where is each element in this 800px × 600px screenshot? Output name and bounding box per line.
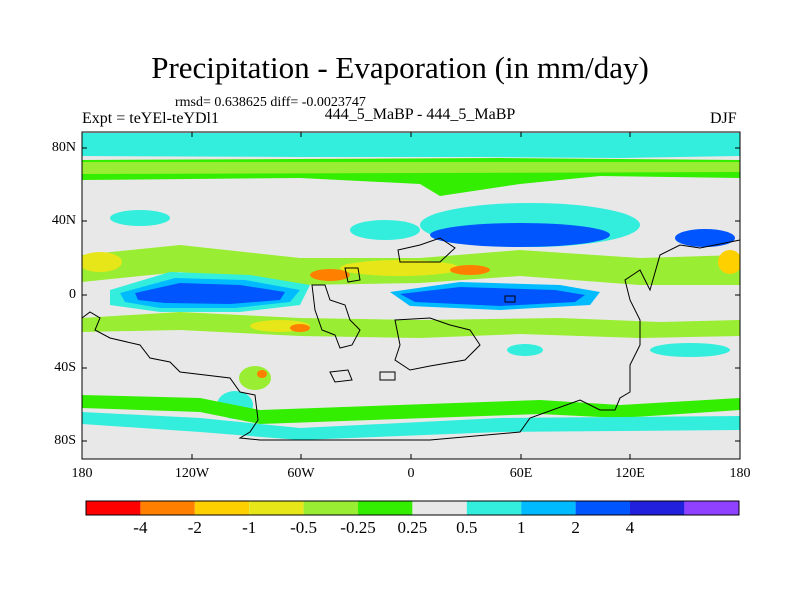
lat-label-80n: 80N xyxy=(51,140,76,155)
pacific-blue-core xyxy=(135,283,285,304)
orange-patch-s xyxy=(290,324,310,332)
colorbar-label-7: 0.5 xyxy=(456,518,478,537)
colorbar-label-2: -2 xyxy=(187,518,202,537)
tropical-south-belt xyxy=(82,312,740,338)
island-outline xyxy=(329,369,353,383)
colorbar-label-1: -4 xyxy=(133,518,148,537)
lon-label-60w: 60W xyxy=(287,466,315,481)
colorbar-swatch-10 xyxy=(575,501,630,515)
europe-outline xyxy=(397,237,456,263)
cyan-patch-atl xyxy=(350,220,420,240)
colorbar-label-10: 4 xyxy=(625,518,635,537)
colorbar-label-8: 1 xyxy=(516,518,526,537)
colorbar-label-9: 2 xyxy=(571,518,580,537)
cyan-patch-s2 xyxy=(650,343,730,357)
lat-label-40n: 40N xyxy=(51,213,76,228)
orange-patch-sp xyxy=(257,370,267,378)
orange-patch-sa xyxy=(310,269,350,281)
colorbar-swatch-12 xyxy=(684,501,739,515)
colorbar-label-6: 0.25 xyxy=(397,518,428,537)
colorbar-swatch-1 xyxy=(86,501,141,515)
colorbar-swatch-8 xyxy=(466,501,522,515)
lon-label-180e: 180 xyxy=(729,466,751,481)
cyan-patch-s1 xyxy=(507,344,543,356)
yellow-patch-atl xyxy=(340,260,460,276)
colorbar-label-5: -0.25 xyxy=(340,518,376,537)
stats-label: rmsd= 0.638625 diff= -0.0023747 xyxy=(175,95,366,110)
southern-cyan-band xyxy=(82,412,740,440)
blue-patch-na xyxy=(430,223,610,247)
lat-label-40s: 40S xyxy=(54,360,76,375)
lat-label-0: 0 xyxy=(69,287,76,302)
colorbar-swatch-4 xyxy=(249,501,304,515)
caribbean-outline xyxy=(344,267,361,283)
coast-west-south xyxy=(81,239,741,441)
atlantic-blue-core xyxy=(400,287,585,306)
colorbar-swatch-2 xyxy=(140,501,195,515)
colorbar-swatch-7 xyxy=(412,501,467,515)
africa-outline xyxy=(394,317,481,371)
precip-evap-field xyxy=(82,132,740,459)
colorbar-swatch-9 xyxy=(521,501,576,515)
coastlines xyxy=(81,237,741,441)
cyan-patch-np xyxy=(110,210,170,226)
plot-title: Precipitation - Evaporation (in mm/day) xyxy=(151,50,649,85)
colorbar-frame xyxy=(85,500,740,516)
island-outline-2 xyxy=(379,371,396,381)
arctic-cyan-band xyxy=(82,133,740,158)
green-patch-sp xyxy=(239,366,271,390)
season-label: DJF xyxy=(710,110,737,127)
colorbar xyxy=(85,500,740,516)
orange-patch-atl xyxy=(450,265,490,275)
colorbar-label-3: -1 xyxy=(242,518,257,537)
south-america-outline xyxy=(311,284,361,349)
yellow-patch-e xyxy=(718,250,740,274)
axis-ticks xyxy=(82,132,740,459)
case-label: 444_5_MaBP - 444_5_MaBP xyxy=(324,106,516,123)
lon-label-0: 0 xyxy=(407,466,415,481)
lon-label-180w: 180 xyxy=(71,466,93,481)
colorbar-swatch-6 xyxy=(358,501,413,515)
northern-lightgreen-band xyxy=(82,162,740,174)
lat-label-80s: 80S xyxy=(54,433,76,448)
blue-patch-ep xyxy=(675,229,735,247)
lon-label-60e: 60E xyxy=(509,466,533,481)
colorbar-swatch-11 xyxy=(630,501,685,515)
southern-green-band xyxy=(82,395,740,424)
colorbar-label-4: -0.5 xyxy=(290,518,318,537)
experiment-label: Expt = teYEl-teYDl1 xyxy=(82,110,219,127)
lon-label-120w: 120W xyxy=(174,466,210,481)
lon-label-120e: 120E xyxy=(615,466,645,481)
colorbar-swatch-5 xyxy=(303,501,358,515)
island-outline-3 xyxy=(504,295,516,303)
colorbar-swatch-3 xyxy=(194,501,250,515)
yellow-patch-w xyxy=(82,252,122,272)
